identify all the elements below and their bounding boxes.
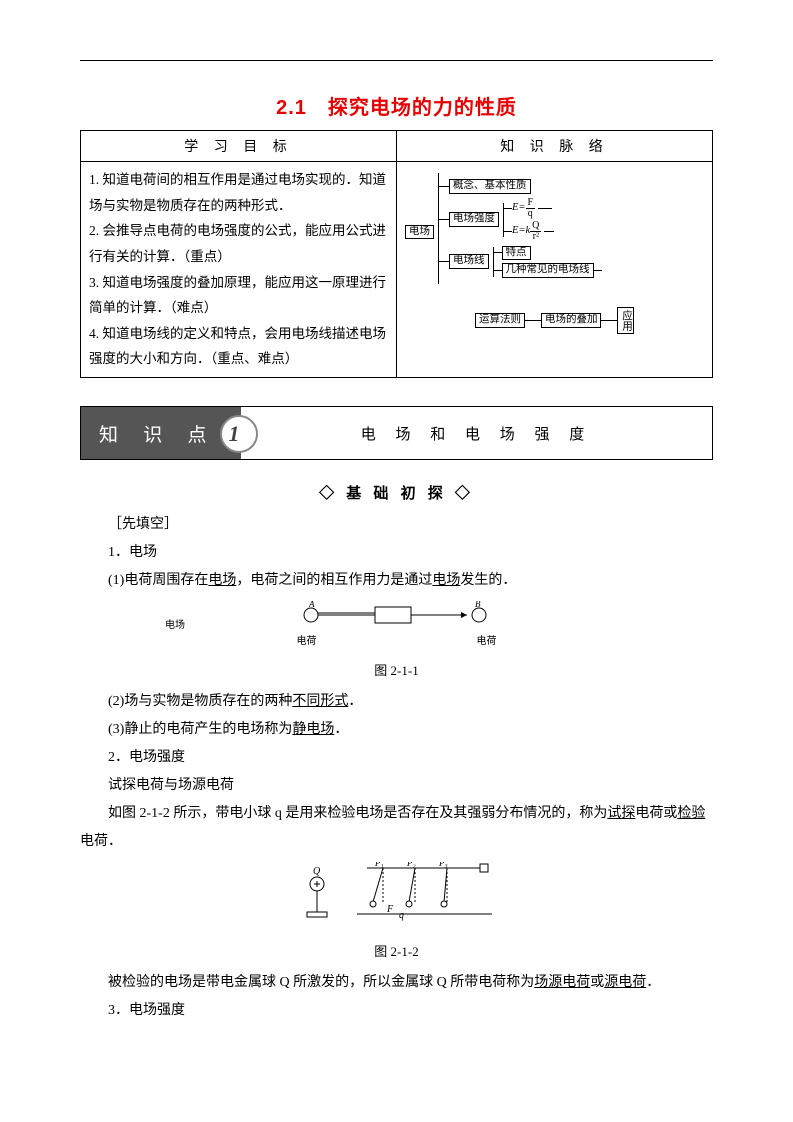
section-label-text: 知 识 点: [99, 420, 217, 447]
lead-label: ［先填空］: [80, 511, 713, 539]
col-head-map: 知 识 脉 络: [397, 131, 713, 162]
goal-item: 4. 知道电场线的定义和特点，会用电场线描述电场强度的大小和方向．（重点、难点）: [89, 321, 388, 372]
fig1-right-label: 电荷: [477, 632, 497, 652]
map-b3: 电场线: [449, 254, 489, 269]
page-title: 2.1 探究电场的力的性质: [80, 91, 713, 120]
goal-item: 2. 会推导点电荷的电场强度的公式，能应用公式进行有关的计算．（重点）: [89, 218, 388, 269]
p2: (2)场与实物是物质存在的两种不同形式．: [80, 688, 713, 716]
fig1-caption: 图 2-1-1: [80, 658, 713, 684]
figure-2-1-1: A B 电场 电荷 电荷: [80, 601, 713, 652]
fig1-mid: 电场: [165, 616, 185, 636]
fig2-Q: Q: [313, 866, 321, 877]
map-b4a: 运算法则: [475, 313, 525, 328]
section-label: 知 识 点 1: [81, 407, 241, 459]
map-formula1-frac: F q: [526, 198, 536, 219]
u-source1: 场源电荷: [534, 975, 590, 990]
map-b4b: 电场的叠加: [541, 313, 602, 328]
fig2-F: F: [386, 904, 394, 915]
fig2-p2: P₂: [406, 862, 416, 868]
section-header: 知 识 点 1 电 场 和 电 场 强 度: [80, 406, 713, 460]
goals-cell: 1. 知道电荷间的相互作用是通过电场实现的．知道场与实物是物质存在的两种形式． …: [81, 162, 397, 378]
map-b4c: 应用: [617, 307, 634, 334]
fig2-p1: P₁: [374, 862, 384, 868]
col-head-goals: 学 习 目 标: [81, 131, 397, 162]
fig2-caption: 图 2-1-2: [80, 939, 713, 965]
u-probe2: 检验: [677, 806, 705, 821]
fig1-a: A: [308, 601, 315, 609]
p4: 如图 2-1-2 所示，带电小球 q 是用来检验电场是否存在及其强弱分布情况的，…: [80, 800, 713, 856]
body: ［先填空］ 1．电场 (1)电荷周围存在电场，电荷之间的相互作用力是通过电场发生…: [80, 511, 713, 1025]
u-field1: 电场: [208, 573, 236, 588]
map-formula1-lhs: E=: [512, 202, 526, 215]
section-title: 电 场 和 电 场 强 度: [241, 407, 712, 459]
figure-2-1-2: Q P₁ P₂ P₃ F: [80, 862, 713, 933]
goal-item: 1. 知道电荷间的相互作用是通过电场实现的．知道场与实物是物质存在的两种形式．: [89, 167, 388, 218]
map-formula2-frac: Q r²: [530, 221, 541, 242]
p5: 被检验的电场是带电金属球 Q 所激发的，所以金属球 Q 所带电荷称为场源电荷或源…: [80, 969, 713, 997]
map-b3b: 几种常见的电场线: [502, 263, 594, 278]
p3: (3)静止的电荷产生的电场称为静电场．: [80, 716, 713, 744]
h-field: 1．电场: [80, 539, 713, 567]
sub-divider: ◇ 基 础 初 探 ◇: [80, 482, 713, 503]
section-number: 1: [220, 415, 258, 453]
map-formula2-lhs: E=k: [512, 225, 530, 238]
u-field2: 电场: [432, 573, 460, 588]
u-static: 静电场: [292, 722, 334, 737]
p1: (1)电荷周围存在电场，电荷之间的相互作用力是通过电场发生的．: [80, 567, 713, 595]
fig2-p3: P₃: [438, 862, 448, 868]
map-b2: 电场强度: [449, 212, 499, 227]
map-b1: 概念、基本性质: [449, 179, 531, 194]
fig2-svg: Q P₁ P₂ P₃ F: [297, 862, 497, 922]
goals-list: 1. 知道电荷间的相互作用是通过电场实现的．知道场与实物是物质存在的两种形式． …: [89, 167, 388, 372]
map-b3a: 特点: [502, 246, 531, 261]
h-intensity: 2．电场强度: [80, 744, 713, 772]
u-form: 不同形式: [292, 694, 348, 709]
sub-probe: 试探电荷与场源电荷: [80, 772, 713, 800]
objectives-table: 学 习 目 标 知 识 脉 络 1. 知道电荷间的相互作用是通过电场实现的．知道…: [80, 130, 713, 378]
h-intensity2: 3．电场强度: [80, 997, 713, 1025]
u-probe1: 试探: [607, 806, 635, 821]
fig2-q: q: [399, 910, 404, 921]
goal-item: 3. 知道电场强度的叠加原理，能应用这一原理进行简单的计算．（难点）: [89, 270, 388, 321]
top-rule: [80, 60, 713, 61]
u-source2: 源电荷: [604, 975, 646, 990]
fig1-left-label: 电荷: [297, 632, 317, 652]
concept-map-cell: 电场 概念、基本性质 电场强度: [397, 162, 713, 378]
concept-map: 电场 概念、基本性质 电场强度: [405, 167, 704, 334]
fig1-b: B: [475, 601, 481, 609]
map-root: 电场: [405, 225, 434, 240]
